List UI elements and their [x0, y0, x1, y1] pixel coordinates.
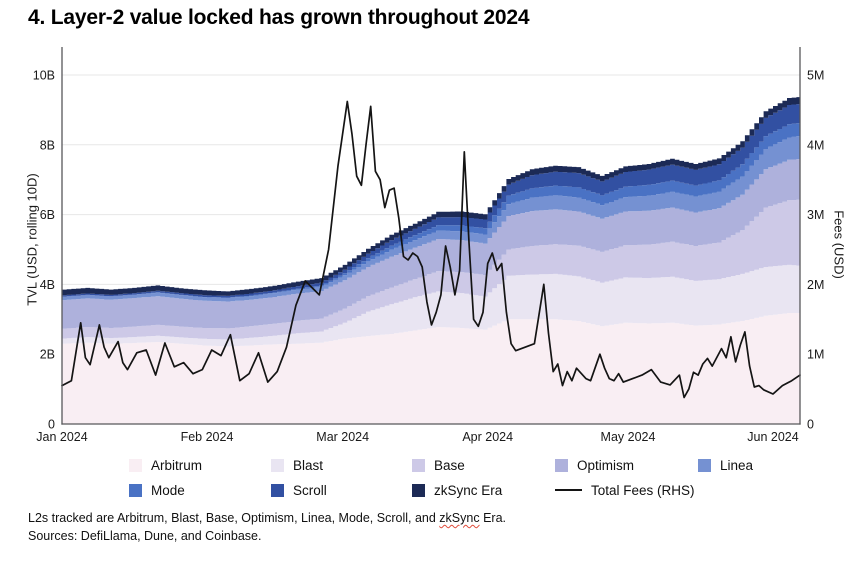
legend-swatch-scroll	[271, 483, 284, 497]
area-blast	[62, 264, 800, 347]
legend-swatch-optimism	[555, 458, 568, 472]
legend-label-optimism: Optimism	[577, 457, 634, 473]
right-tick-5m: 5M	[807, 69, 824, 83]
left-tick-4b: 4B	[40, 278, 55, 292]
footnote: L2s tracked are Arbitrum, Blast, Base, O…	[28, 510, 506, 545]
legend-item-mode: Mode	[129, 482, 185, 498]
footnote-line1-suffix: Era.	[479, 511, 506, 525]
right-axis-title: Fees (USD)	[831, 210, 847, 279]
footnote-line-2: Sources: DefiLlama, Dune, and Coinbase.	[28, 528, 262, 543]
footnote-zksync-word: zkSync	[439, 511, 480, 525]
legend-swatch-base	[412, 458, 425, 472]
right-tick-0: 0	[807, 418, 814, 432]
area-arbitrum	[62, 313, 800, 424]
legend-item-zksync-era: zkSync Era	[412, 482, 502, 498]
left-tick-2b: 2B	[40, 348, 55, 362]
legend-item-arbitrum: Arbitrum	[129, 457, 202, 473]
x-tick-may-2024: May 2024	[601, 430, 656, 444]
x-tick-jun-2024: Jun 2024	[747, 430, 798, 444]
chart-title: 4. Layer-2 value locked has grown throug…	[28, 6, 530, 29]
legend-swatch-linea	[698, 458, 711, 472]
x-tick-mar-2024: Mar 2024	[316, 430, 369, 444]
footnote-line-1: L2s tracked are Arbitrum, Blast, Base, O…	[28, 510, 506, 528]
area-base	[62, 199, 800, 340]
left-tick-0: 0	[48, 418, 55, 432]
legend-swatch-mode	[129, 483, 142, 497]
legend-swatch-blast	[271, 458, 284, 472]
left-tick-10b: 10B	[33, 69, 55, 83]
legend-label-zksync-era: zkSync Era	[434, 482, 503, 498]
stacked-areas	[62, 96, 800, 424]
right-tick-3m: 3M	[807, 208, 824, 222]
legend-label-mode: Mode	[151, 482, 185, 498]
x-tick-feb-2024: Feb 2024	[181, 430, 234, 444]
legend-label-blast: Blast	[293, 457, 324, 473]
left-tick-6b: 6B	[40, 208, 55, 222]
right-tick-2m: 2M	[807, 278, 824, 292]
x-tick-apr-2024: Apr 2024	[462, 430, 513, 444]
legend-swatch-zksync-era	[412, 483, 425, 497]
x-tick-jan-2024: Jan 2024	[36, 430, 87, 444]
right-tick-1m: 1M	[807, 348, 824, 362]
area-optimism	[62, 158, 800, 329]
stacked-area-chart: 0 2B 4B 6B 8B 10B 0 1M 2M 3M 4M 5M Jan 2024 Feb 2024 M…	[33, 47, 825, 445]
legend-item-scroll: Scroll	[271, 482, 327, 498]
tick-labels: 0 2B 4B 6B 8B 10B 0 1M 2M 3M 4M 5M Jan 2024 Feb 2024 M…	[33, 69, 825, 445]
legend-label-scroll: Scroll	[293, 482, 327, 498]
legend-label-arbitrum: Arbitrum	[151, 457, 203, 473]
axes	[61, 47, 801, 425]
right-tick-4m: 4M	[807, 138, 824, 152]
left-tick-8b: 8B	[40, 138, 55, 152]
legend-item-blast: Blast	[271, 457, 323, 473]
legend-label-total-fees-rhs: Total Fees (RHS)	[591, 482, 695, 498]
total-fees-line	[61, 100, 801, 399]
legend-line-symbol-total-fees-rhs	[555, 488, 582, 492]
legend-label-linea: Linea	[720, 457, 754, 473]
legend-label-base: Base	[434, 457, 465, 473]
left-axis-title: TVL (USD, rolling 10D)	[24, 173, 40, 306]
footnote-line1-prefix: L2s tracked are Arbitrum, Blast, Base, O…	[28, 511, 440, 525]
legend-swatch-arbitrum	[129, 458, 142, 472]
legend-item-total-fees-rhs: Total Fees (RHS)	[555, 482, 695, 498]
legend: Arbitrum Blast Base Optimism Linea Mode Scroll…	[129, 457, 849, 503]
legend-item-optimism: Optimism	[555, 457, 634, 473]
legend-item-linea: Linea	[698, 457, 753, 473]
legend-item-base: Base	[412, 457, 465, 473]
